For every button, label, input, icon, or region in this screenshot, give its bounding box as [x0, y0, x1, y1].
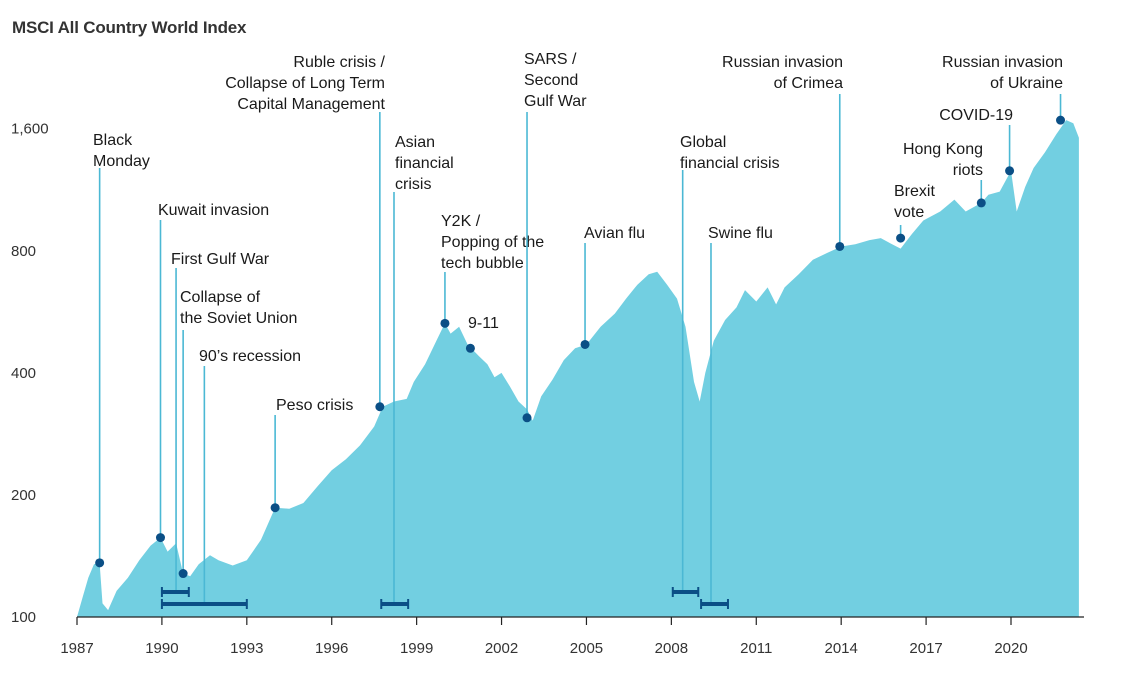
x-tick-label: 2005: [570, 640, 603, 657]
event-label: the Soviet Union: [180, 310, 297, 327]
event-label: Kuwait invasion: [158, 202, 269, 219]
event-label: tech bubble: [441, 255, 524, 272]
event-label: Peso crisis: [276, 397, 353, 414]
x-tick-label: 2002: [485, 640, 518, 657]
event-marker: [375, 402, 385, 412]
x-tick-label: 2017: [909, 640, 942, 657]
x-tick-label: 1987: [60, 640, 93, 657]
event-marker: [580, 339, 590, 349]
event-label: Collapse of Long Term: [225, 75, 385, 92]
event-marker: [835, 241, 845, 251]
y-tick-label: 100: [11, 609, 36, 626]
event-marker: [155, 533, 165, 543]
event-label: Avian flu: [584, 225, 645, 242]
event-label: Second: [524, 72, 578, 89]
x-tick-label: 2008: [655, 640, 688, 657]
event-marker: [896, 233, 906, 243]
x-tick-label: 1996: [315, 640, 348, 657]
event-label: Monday: [93, 153, 150, 170]
event-label: Asian: [395, 134, 435, 151]
event-label: Capital Management: [237, 96, 385, 113]
event-label: vote: [894, 204, 924, 221]
event-marker: [178, 569, 188, 579]
event-label: of Ukraine: [990, 75, 1063, 92]
event-marker: [270, 503, 280, 513]
event-label: financial crisis: [680, 155, 780, 172]
event-label: Hong Kong: [903, 141, 983, 158]
y-tick-label: 400: [11, 365, 36, 382]
event-label: Swine flu: [708, 225, 773, 242]
event-label: COVID-19: [939, 107, 1013, 124]
y-tick-label: 800: [11, 243, 36, 260]
y-tick-label: 1,600: [11, 121, 49, 138]
event-label: Ruble crisis /: [293, 54, 385, 71]
event-marker: [976, 198, 986, 208]
chart-title: MSCI All Country World Index: [12, 18, 247, 37]
index-area: [77, 120, 1079, 617]
event-label: financial: [395, 155, 454, 172]
event-label: Collapse of: [180, 289, 261, 306]
event-label: Russian invasion: [722, 54, 843, 71]
event-label: 90’s recession: [199, 348, 301, 365]
x-tick-label: 2020: [994, 640, 1027, 657]
y-tick-label: 200: [11, 487, 36, 504]
x-tick-label: 1993: [230, 640, 263, 657]
event-label: 9-11: [468, 315, 499, 332]
event-label: First Gulf War: [171, 251, 270, 268]
x-tick-label: 1990: [145, 640, 178, 657]
x-tick-label: 1999: [400, 640, 433, 657]
x-tick-label: 2011: [740, 640, 772, 657]
event-label: Popping of the: [441, 234, 544, 251]
x-tick-label: 2014: [824, 640, 857, 657]
event-marker: [95, 558, 105, 568]
event-label: crisis: [395, 176, 431, 193]
event-label: of Crimea: [774, 75, 843, 92]
event-label: Global: [680, 134, 726, 151]
event-label: Russian invasion: [942, 54, 1063, 71]
event-label: Black: [93, 132, 133, 149]
event-marker: [465, 343, 475, 353]
event-marker: [1056, 115, 1066, 125]
event-marker: [522, 413, 532, 423]
event-marker: [440, 318, 450, 328]
event-marker: [1005, 166, 1015, 176]
event-label: Y2K /: [441, 213, 481, 230]
event-label: Brexit: [894, 183, 935, 200]
event-label: SARS /: [524, 51, 577, 68]
event-label: Gulf War: [524, 93, 587, 110]
event-label: riots: [953, 162, 983, 179]
